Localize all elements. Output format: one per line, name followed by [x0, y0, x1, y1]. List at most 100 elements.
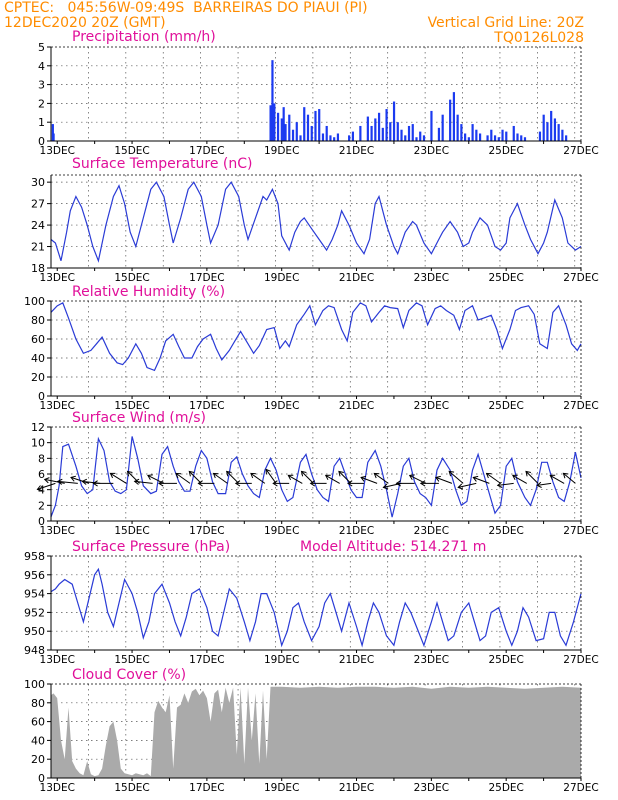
precip-bar [516, 133, 519, 141]
x-tick-label: 27DEC [563, 782, 598, 794]
pressure-line [50, 567, 582, 648]
header-datetime: 12DEC2020 20Z (GMT) [4, 15, 166, 31]
wind-arrow [301, 471, 314, 484]
wind-arrow-head [126, 470, 133, 477]
x-tick-label: 19DEC [264, 782, 299, 794]
wind-arrow [374, 472, 389, 484]
precip-bar [370, 125, 373, 141]
x-tick-label: 17DEC [189, 145, 224, 157]
x-tick-label: 27DEC [563, 272, 598, 284]
x-tick-label: 21DEC [339, 272, 374, 284]
x-tick-label: 21DEC [339, 654, 374, 666]
x-tick-label: 17DEC [189, 525, 224, 537]
panel-title-cloud: Cloud Cover (%) [72, 667, 186, 683]
panel-title-wind: Surface Wind (m/s) [72, 410, 206, 426]
precip-bar [396, 122, 399, 141]
wind-arrow-head [197, 480, 203, 487]
wind-arrow [226, 471, 240, 484]
precip-bar [303, 107, 306, 141]
y-tick-label: 100 [24, 295, 45, 308]
wind-arrow-head [300, 470, 307, 477]
panel-title-temperature: Surface Temperature (nC) [72, 156, 253, 172]
panel-temperature: 18 21 24 27 30 13DEC 15DEC 17DEC 19DEC 21DEC 23DEC… [31, 156, 599, 284]
x-tick-label: 21DEC [339, 145, 374, 157]
wind-vectors [36, 468, 576, 492]
x-tick-label: 17DEC [189, 400, 224, 412]
temperature-line [50, 181, 582, 263]
precip-bar [467, 137, 470, 141]
precip-bar [321, 133, 325, 141]
y-tick-label: 0 [38, 772, 45, 785]
y-tick-label: 21 [31, 241, 45, 254]
precip-bar [359, 125, 362, 141]
x-tick-label: 15DEC [114, 272, 149, 284]
wind-arrow-head [525, 470, 532, 477]
precip-bar [295, 122, 298, 141]
wind-arrow-head [496, 481, 503, 488]
y-tick-label: 0 [38, 135, 45, 148]
x-tick-label: 25DEC [488, 525, 523, 537]
y-tick-label: 18 [31, 262, 45, 275]
precip-bar [437, 127, 441, 141]
precip-bar [282, 107, 285, 141]
x-tick-label: 19DEC [264, 400, 299, 412]
precip-bar [314, 110, 317, 141]
x-tick-label: 27DEC [563, 525, 598, 537]
wind-arrow-head [382, 483, 389, 490]
wind-arrow-head [347, 480, 353, 487]
precip-bar [288, 114, 291, 141]
wind-arrow-head [287, 474, 294, 481]
humidity-line [50, 302, 582, 372]
x-tick-label: 23DEC [414, 782, 449, 794]
wind-arrow-head [133, 478, 140, 485]
precip-bar [422, 135, 426, 141]
precip-bar [478, 133, 482, 141]
y-tick-label: 30 [31, 176, 45, 189]
y-tick-label: 40 [31, 352, 45, 365]
wind-arrow-head [226, 470, 232, 477]
wind-arrow-head [212, 472, 219, 479]
precip-bar [351, 131, 354, 141]
x-tick-label: 13DEC [40, 272, 75, 284]
x-tick-label: 15DEC [114, 400, 149, 412]
wind-arrow [360, 476, 378, 484]
wind-arrow [525, 471, 539, 484]
precip-bar [284, 124, 287, 141]
x-tick-label: 19DEC [264, 272, 299, 284]
panel-title-humidity: Relative Humidity (%) [72, 284, 225, 300]
wind-arrow [458, 482, 477, 488]
precip-bar [505, 131, 508, 141]
wind-arrow [188, 471, 202, 484]
wind-arrow-head [338, 470, 344, 477]
model-altitude-annotation: Model Altitude: 514.271 m [300, 539, 486, 555]
precip-bar [471, 124, 474, 141]
wind-arrow [325, 474, 340, 484]
header-model-code: TQ0126L028 [494, 30, 584, 46]
y-tick-label: 20 [31, 753, 45, 766]
x-tick-label: 19DEC [264, 654, 299, 666]
x-tick-label: 23DEC [414, 400, 449, 412]
y-tick-label: 100 [24, 678, 45, 691]
y-tick-label: 958 [24, 550, 45, 563]
precip-bar [404, 135, 407, 141]
y-tick-label: 40 [31, 734, 45, 747]
precip-bar [523, 137, 527, 141]
panel-precip: 0 1 2 3 4 5 13DEC 15DEC 17DEC 19DEC 21DEC 23DEC 25DE… [38, 29, 599, 157]
y-tick-label: 60 [31, 716, 45, 729]
x-tick-label: 13DEC [40, 400, 75, 412]
wind-arrow-head [92, 480, 98, 487]
precip-bar [430, 110, 433, 141]
wind-arrow [175, 472, 191, 484]
header-location: CPTEC: 045:56W-09:49S BARREIRAS DO PIAUI… [4, 0, 368, 16]
precip-bar [475, 129, 478, 141]
precip-bar [497, 137, 500, 141]
panel-humidity: 0 20 40 60 80 100 13DEC 15DEC 17DEC 19DEC 21DEC 23D… [24, 284, 599, 412]
panel-title-precip: Precipitation (mm/h) [72, 29, 216, 45]
wind-arrow [37, 482, 56, 490]
y-tick-label: 60 [31, 333, 45, 346]
x-tick-label: 25DEC [488, 654, 523, 666]
y-tick-label: 3 [38, 79, 45, 92]
wind-arrow [435, 476, 453, 484]
